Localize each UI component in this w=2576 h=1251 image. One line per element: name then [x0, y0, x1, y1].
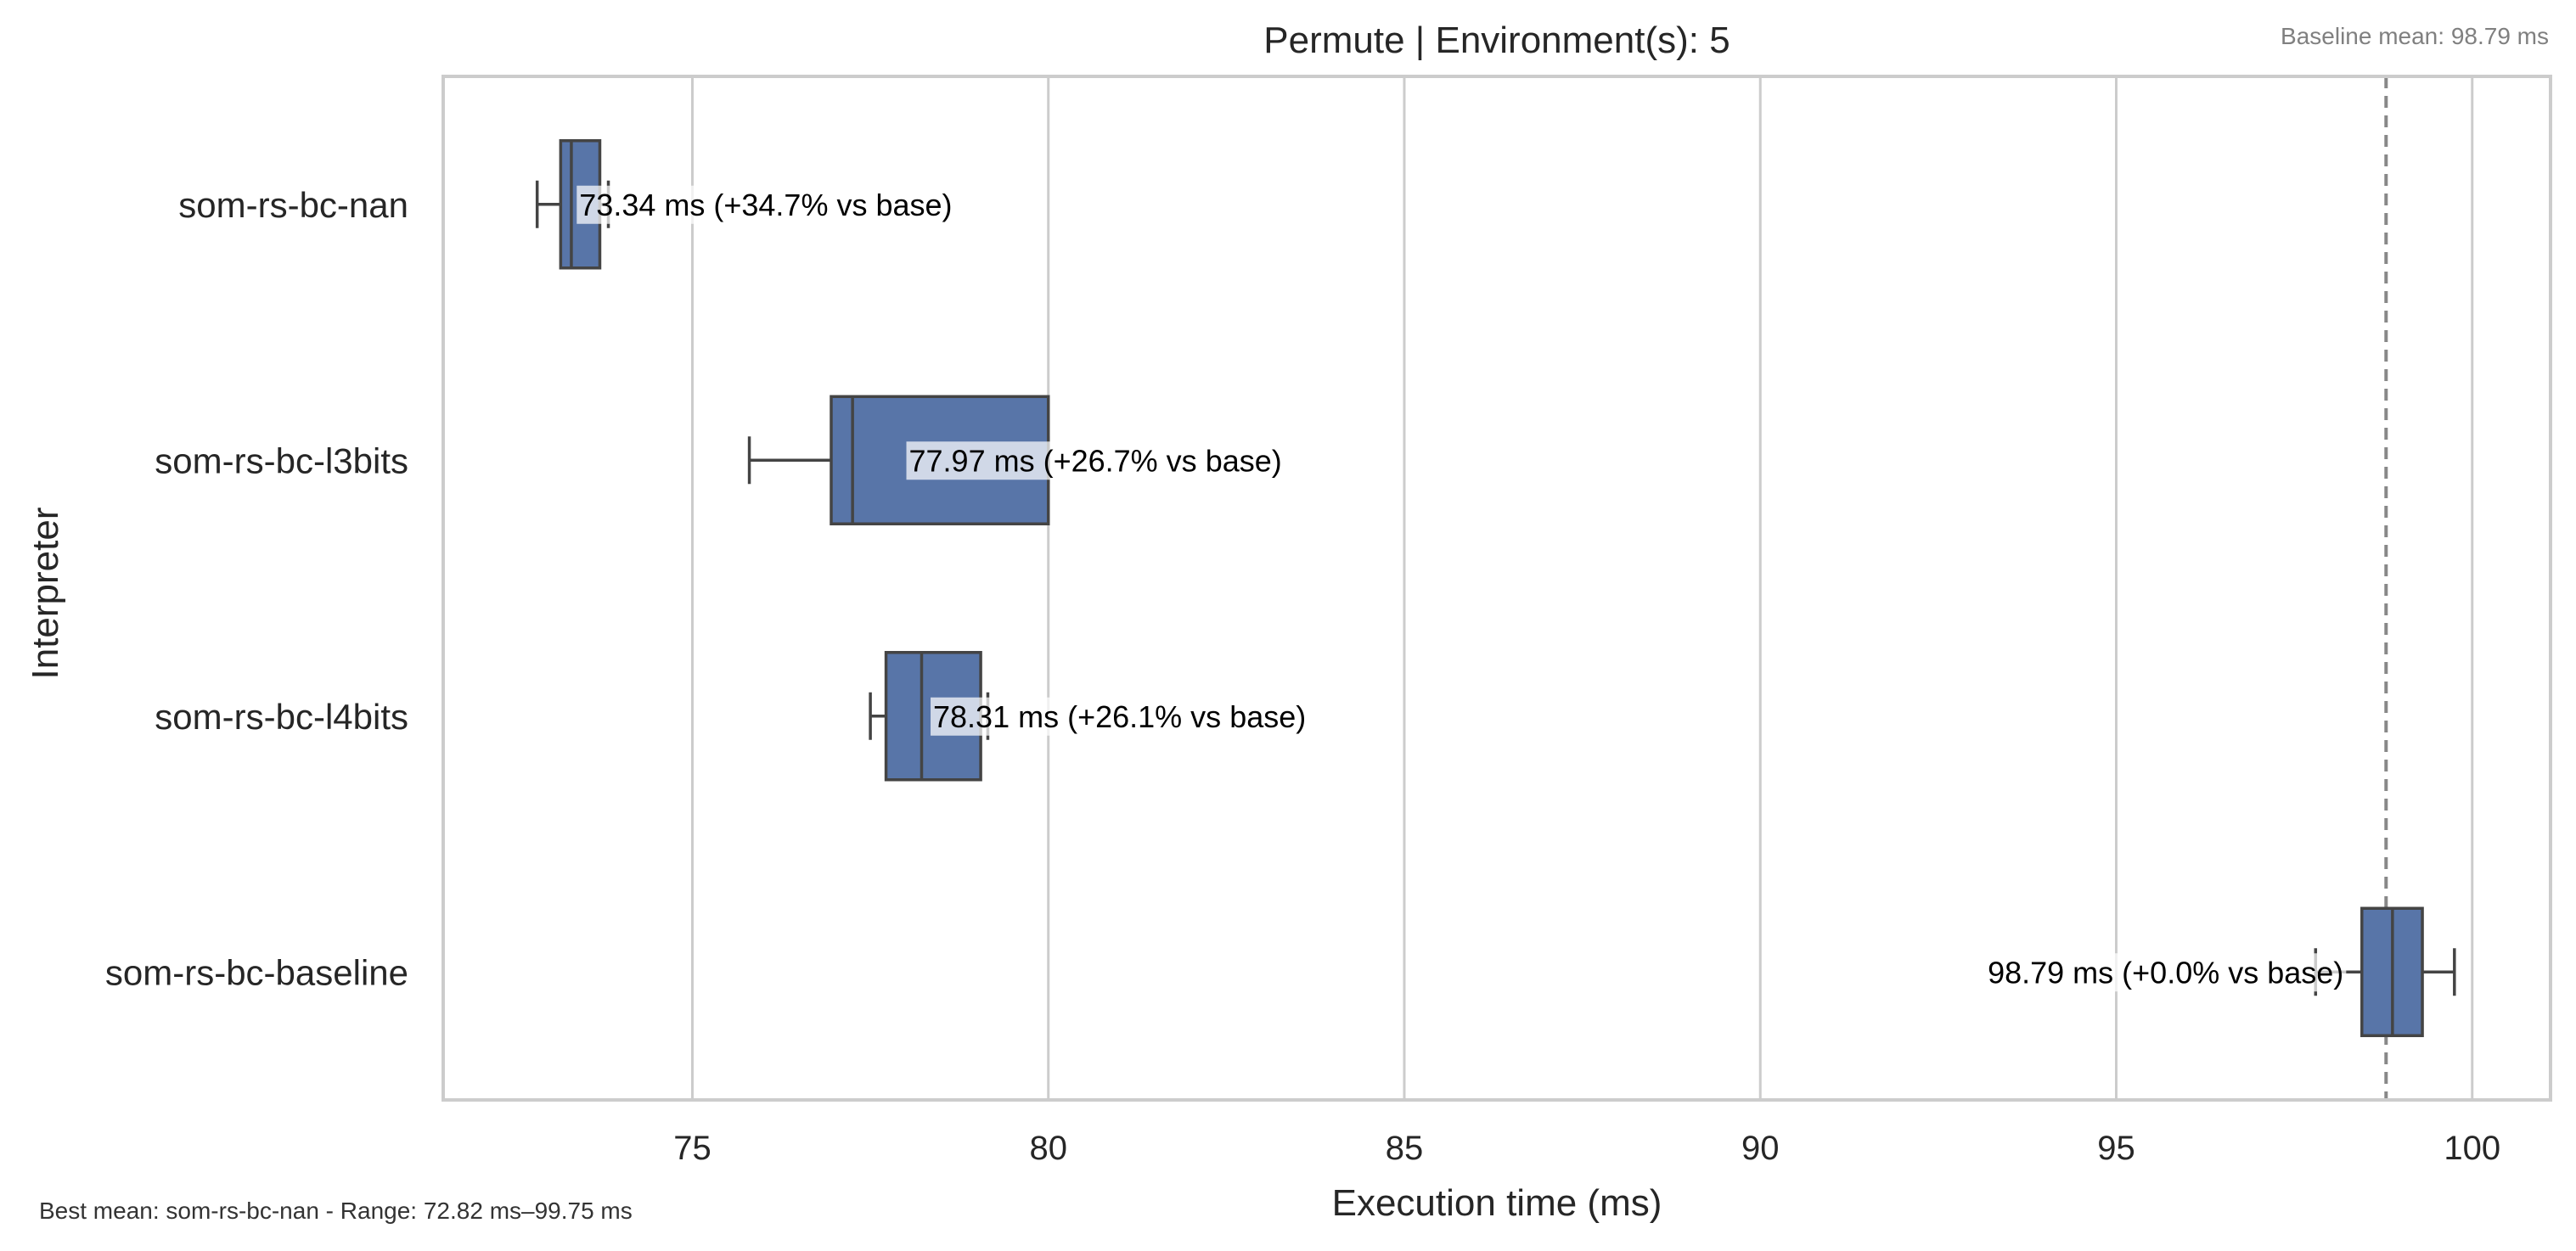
box-som-rs-bc-baseline — [2314, 906, 2456, 1037]
mean-label-background — [577, 185, 955, 224]
y-category-label: som-rs-bc-l4bits — [155, 697, 408, 737]
mean-label-background — [1985, 953, 2347, 992]
mean-label: 98.79 ms (+0.0% vs base) — [1988, 955, 2343, 990]
grid-lines — [690, 76, 2474, 1100]
mean-labels: 73.34 ms (+34.7% vs base) 77.97 ms (+26.7… — [577, 185, 2347, 992]
mean-label-background — [931, 697, 1309, 736]
mean-label: 77.97 ms (+26.7% vs base) — [909, 443, 1282, 478]
chart-title: Permute | Environment(s): 5 — [1263, 20, 1730, 61]
x-tick-label: 75 — [673, 1130, 711, 1167]
y-axis-label: Interpreter — [25, 508, 66, 680]
baseline-mean-label: Baseline mean: 98.79 ms — [2281, 23, 2549, 49]
mean-label: 78.31 ms (+26.1% vs base) — [933, 699, 1306, 734]
mean-label: 73.34 ms (+34.7% vs base) — [579, 188, 952, 222]
x-tick-label: 95 — [2097, 1130, 2135, 1167]
mean-label-background — [906, 441, 1285, 480]
y-category-label: som-rs-bc-l3bits — [155, 440, 408, 480]
x-axis-label: Execution time (ms) — [1332, 1182, 1662, 1224]
y-category-label: som-rs-bc-baseline — [105, 952, 408, 992]
y-category-label: som-rs-bc-nan — [178, 185, 408, 225]
x-tick-label: 80 — [1029, 1130, 1067, 1167]
box-series — [535, 139, 2456, 1037]
y-category-labels: som-rs-bc-nan som-rs-bc-l3bits som-rs-bc-l… — [105, 185, 408, 993]
x-tick-label: 85 — [1386, 1130, 1424, 1167]
plot-frame — [442, 75, 2552, 1102]
footer-note: Best mean: som-rs-bc-nan - Range: 72.82 … — [39, 1198, 633, 1224]
x-tick-labels: 75 80 85 90 95 100 — [673, 1130, 2500, 1167]
x-tick-label: 90 — [1741, 1130, 1780, 1167]
x-tick-label: 100 — [2444, 1130, 2500, 1167]
